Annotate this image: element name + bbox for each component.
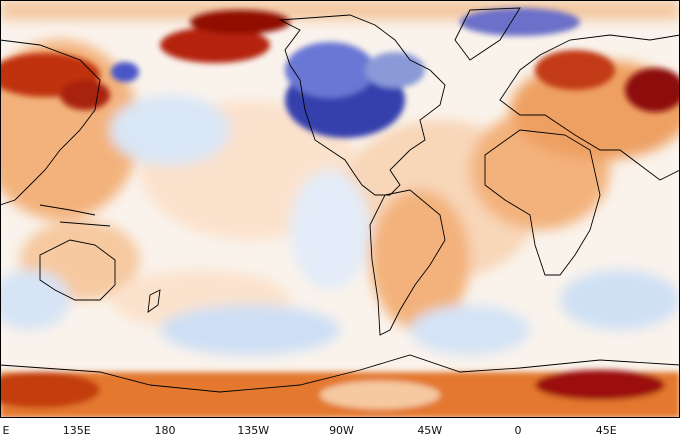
indonesia-coast bbox=[39, 204, 111, 227]
tick-label-3: 135W bbox=[237, 424, 270, 437]
south-america-coast bbox=[369, 189, 446, 336]
anomaly-map bbox=[0, 0, 680, 418]
australia-coast bbox=[39, 239, 116, 301]
longitude-axis: E 135E 180 135W 90W 45W 0 45E bbox=[0, 418, 680, 444]
africa-coast bbox=[484, 129, 601, 276]
new-zealand-coast bbox=[147, 289, 161, 313]
anomaly-field bbox=[0, 0, 680, 355]
tick-label-4: 90W bbox=[329, 424, 354, 437]
antarctica-coast bbox=[0, 354, 680, 393]
greenland-coast bbox=[454, 7, 521, 61]
north-america-coast bbox=[278, 14, 446, 196]
tick-label-7: 45E bbox=[595, 424, 617, 437]
eurasia-coast bbox=[499, 34, 680, 181]
tick-label-2: 180 bbox=[154, 424, 176, 437]
tick-label-6: 0 bbox=[514, 424, 522, 437]
tick-label-0: E bbox=[2, 424, 10, 437]
tick-label-1: 135E bbox=[62, 424, 91, 437]
strong-anomalies bbox=[0, 8, 680, 418]
tick-label-5: 45W bbox=[417, 424, 443, 437]
east-asia-coast bbox=[0, 39, 101, 206]
coastlines bbox=[0, 7, 680, 393]
